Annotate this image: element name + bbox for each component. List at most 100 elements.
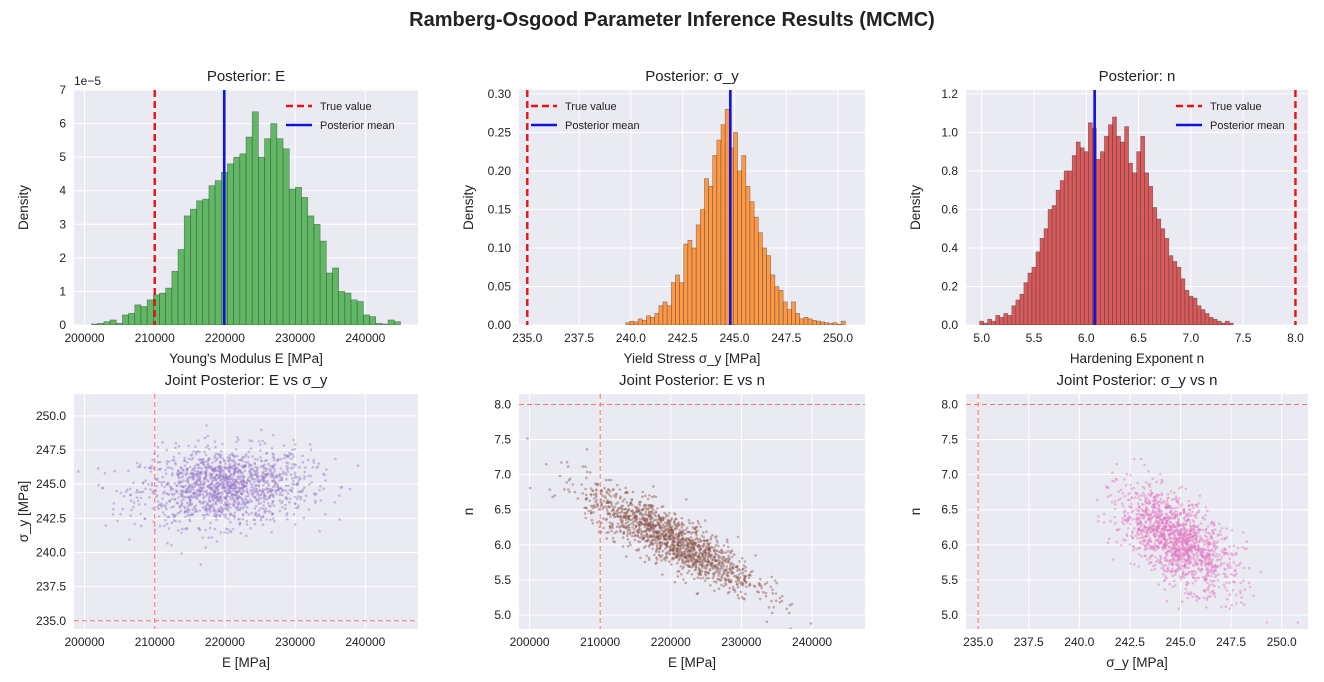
scatter-point (685, 498, 688, 501)
scatter-point (1111, 479, 1114, 483)
scatter-point (664, 532, 667, 536)
scatter-point (1172, 544, 1176, 547)
scatter-point (616, 515, 619, 518)
scatter-point (648, 515, 651, 519)
scatter-point (292, 466, 295, 469)
scatter-point (227, 468, 230, 471)
histogram-bar (183, 215, 191, 325)
scatter-point (719, 567, 723, 571)
scatter-point (1173, 553, 1177, 556)
scatter-point (1186, 540, 1189, 544)
scatter-point (676, 542, 680, 545)
scatter-point (681, 553, 684, 557)
scatter-point (1130, 496, 1134, 500)
scatter-point (1180, 523, 1183, 527)
scatter-point (1186, 553, 1189, 556)
scatter-point (263, 493, 266, 497)
scatter-point (684, 549, 687, 553)
scatter-point (1201, 555, 1204, 558)
histogram-bar (1128, 162, 1133, 325)
scatter-point (1193, 592, 1196, 596)
scatter-point (666, 522, 669, 526)
scatter-point (1198, 539, 1201, 543)
scatter-point (1158, 524, 1162, 527)
scatter-point (220, 466, 224, 470)
scatter-point (1171, 574, 1175, 577)
scatter-point (1139, 516, 1143, 519)
scatter-point (742, 597, 745, 600)
scatter-point (707, 543, 710, 547)
scatter-point (1150, 516, 1153, 520)
scatter-point (198, 509, 202, 512)
scatter-point (1113, 500, 1117, 503)
scatter-point (1215, 541, 1218, 545)
scatter-point (668, 535, 671, 539)
scatter-point (691, 544, 694, 547)
scatter-point (676, 524, 679, 527)
scatter-point (208, 465, 211, 468)
scatter-point (682, 546, 685, 550)
scatter-point (249, 527, 252, 530)
scatter-point (234, 484, 237, 488)
histogram-bar (795, 313, 801, 325)
scatter-point (659, 519, 662, 522)
scatter-point (674, 517, 678, 521)
scatter-point (652, 527, 656, 530)
scatter-point (1123, 519, 1127, 522)
scatter-point (648, 494, 651, 497)
scatter-point (264, 467, 267, 470)
scatter-point (628, 532, 632, 536)
scatter-point (689, 546, 693, 550)
scatter-point (1204, 577, 1208, 580)
scatter-point (625, 491, 628, 494)
scatter-point (707, 559, 711, 562)
scatter-point (269, 488, 273, 491)
scatter-point (1207, 549, 1211, 552)
scatter-point (1211, 579, 1214, 583)
scatter-point (1180, 551, 1184, 554)
scatter-point (1160, 532, 1163, 535)
scatter-point (301, 488, 305, 492)
scatter-point (664, 556, 667, 560)
scatter-point (248, 465, 251, 469)
scatter-point (1142, 535, 1146, 539)
scatter-point (694, 560, 698, 564)
scatter-point (271, 485, 275, 489)
marks (519, 394, 865, 629)
scatter-point (241, 513, 245, 517)
scatter-point (241, 486, 244, 490)
scatter-point (692, 545, 696, 549)
scatter-point (181, 485, 184, 488)
scatter-point (272, 500, 275, 503)
scatter-point (319, 499, 323, 502)
scatter-point (202, 476, 206, 480)
scatter-point (274, 490, 277, 493)
scatter-point (1158, 500, 1162, 503)
scatter-point (702, 556, 705, 559)
scatter-point (691, 563, 695, 566)
scatter-point (727, 559, 730, 562)
scatter-point (234, 493, 237, 497)
scatter-point (1195, 561, 1199, 565)
scatter-point (669, 537, 673, 541)
scatter-point (689, 558, 693, 562)
scatter-point (662, 557, 666, 561)
scatter-point (192, 474, 195, 477)
scatter-point (212, 479, 215, 482)
scatter-point (703, 539, 706, 542)
scatter-point (225, 477, 228, 481)
scatter-point (1169, 521, 1172, 524)
scatter-point (676, 575, 680, 578)
scatter-point (1185, 547, 1188, 551)
scatter-point (1173, 535, 1176, 538)
x-axis-label: Yield Stress σ_y [MPa] (624, 351, 761, 366)
scatter-point (1131, 509, 1135, 512)
scatter-point (1172, 524, 1176, 528)
scatter-point (1161, 480, 1164, 484)
scatter-point (605, 507, 609, 511)
scatter-point (699, 547, 703, 550)
scatter-point (637, 526, 641, 529)
scatter-point (284, 495, 288, 499)
scatter-point (167, 515, 171, 519)
scatter-point (273, 470, 276, 473)
